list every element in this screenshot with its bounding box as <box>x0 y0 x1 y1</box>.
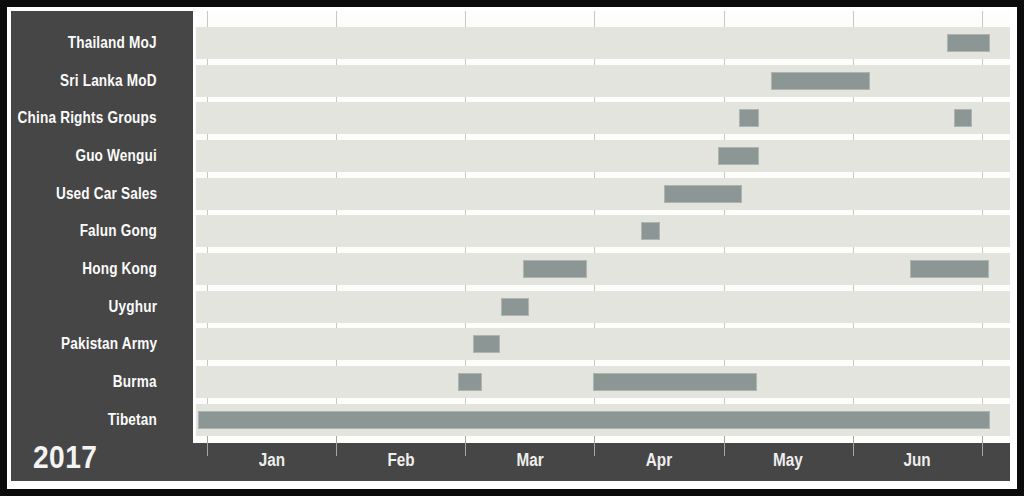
axis-tick <box>207 436 208 456</box>
axis-tick <box>724 436 725 456</box>
row-band <box>196 366 1010 398</box>
gantt-bar <box>593 373 756 391</box>
month-label: Jan <box>258 450 284 471</box>
plot-area <box>196 11 1010 443</box>
gantt-bar <box>664 185 742 203</box>
row-band <box>196 102 1010 134</box>
gantt-bar <box>954 109 973 127</box>
row-label: Uyghur <box>108 291 157 323</box>
row-label: Thailand MoJ <box>68 27 157 59</box>
gantt-bar <box>523 260 587 278</box>
row-label: Pakistan Army <box>61 328 157 360</box>
row-band <box>196 328 1010 360</box>
gantt-bar <box>910 260 989 278</box>
row-band <box>196 404 1010 436</box>
row-band <box>196 27 1010 59</box>
category-sidebar: Thailand MoJ Sri Lanka MoD China Rights Gr… <box>11 11 193 481</box>
row-band <box>196 291 1010 323</box>
chart-canvas: Thailand MoJ Sri Lanka MoD China Rights Gr… <box>7 7 1017 489</box>
x-axis-band: Jan Feb Mar Apr May Jun <box>193 443 1010 481</box>
month-label: Mar <box>516 450 543 471</box>
gantt-bar <box>501 298 529 316</box>
row-band <box>196 178 1010 210</box>
gantt-bar <box>458 373 482 391</box>
gantt-bar <box>198 411 990 429</box>
axis-tick <box>853 436 854 456</box>
row-band <box>196 215 1010 247</box>
row-label: Guo Wengui <box>75 140 157 172</box>
month-label: Feb <box>387 450 414 471</box>
year-label: 2017 <box>33 439 97 476</box>
axis-tick <box>336 436 337 456</box>
gantt-bar <box>739 109 759 127</box>
row-label: Hong Kong <box>82 253 157 285</box>
axis-tick <box>465 436 466 456</box>
axis-tick <box>594 436 595 456</box>
row-label: Used Car Sales <box>56 178 157 210</box>
x-axis-inner: Jan Feb Mar Apr May Jun <box>196 443 1010 481</box>
gantt-bar <box>473 335 500 353</box>
row-label: China Rights Groups <box>18 102 157 134</box>
gantt-bar <box>718 147 759 165</box>
gantt-bar <box>641 222 660 240</box>
row-band <box>196 253 1010 285</box>
month-label: Apr <box>646 450 672 471</box>
row-band <box>196 65 1010 97</box>
row-label: Sri Lanka MoD <box>60 65 157 97</box>
row-band <box>196 140 1010 172</box>
gantt-bar <box>947 34 990 52</box>
axis-tick <box>982 436 983 456</box>
row-label: Burma <box>113 366 157 398</box>
month-label: Jun <box>904 450 931 471</box>
month-label: May <box>773 450 803 471</box>
row-label: Tibetan <box>108 404 157 436</box>
row-label: Falun Gong <box>80 215 157 247</box>
gantt-bar <box>771 72 870 90</box>
